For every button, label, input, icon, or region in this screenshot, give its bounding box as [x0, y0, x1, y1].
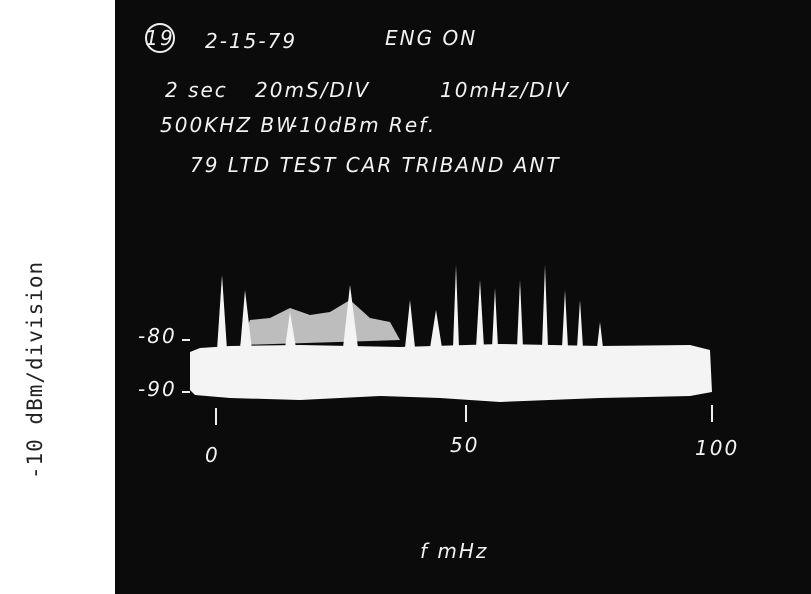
annotation-time-scale: 20mS/DIV	[255, 78, 370, 102]
page: {"axis_label": "-10 dBm/division", "anno…	[0, 0, 811, 594]
annotation-description: 79 LTD TEST CAR TRIBAND ANT	[190, 153, 561, 177]
level-label: -80	[138, 324, 177, 348]
frequency-label: 0	[205, 443, 220, 467]
annotation-sweep: 2 sec	[165, 78, 228, 102]
annotation-number: 19	[145, 26, 174, 50]
annotation-date: 2-15-79	[205, 29, 297, 53]
frequency-label: 50	[450, 433, 479, 457]
photo: -10 dBm/division 19 2-15-79 ENG ON 2 sec…	[0, 0, 811, 594]
level-label: -90	[138, 377, 177, 401]
annotation-bandwidth: 500KHZ BW	[160, 113, 298, 137]
frequency-label: 100	[695, 436, 739, 460]
annotation-freq-scale: 10mHz/DIV	[440, 78, 570, 102]
annotation-status: ENG ON	[385, 26, 477, 50]
frequency-unit: f mHz	[420, 539, 488, 563]
annotation-reference: -10dBm Ref.	[290, 113, 436, 137]
axis-label: -10 dBm/division	[23, 261, 47, 479]
